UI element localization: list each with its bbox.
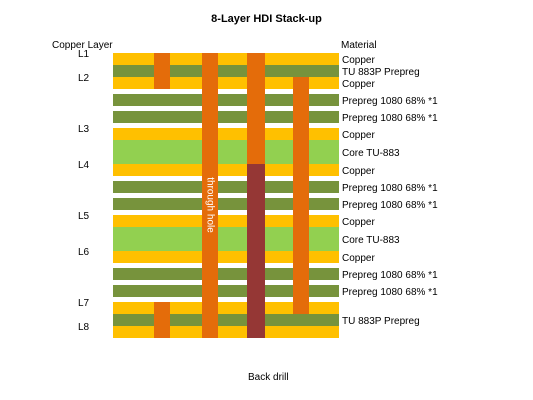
microvia-bottom bbox=[154, 302, 170, 338]
copper-layer-label: L3 bbox=[78, 124, 90, 135]
layer-prepreg-1080 bbox=[113, 111, 339, 123]
copper-layer-label: L8 bbox=[78, 322, 90, 333]
material-label: Copper bbox=[342, 217, 375, 228]
material-label: Prepreg 1080 68% *1 bbox=[342, 96, 438, 107]
layer-prepreg-tu bbox=[113, 65, 339, 77]
layer-copper bbox=[113, 164, 339, 176]
copper-layer-header: Copper Layer bbox=[52, 40, 113, 51]
backdrill-via-top bbox=[247, 53, 265, 164]
copper-layer-label: L6 bbox=[78, 247, 90, 258]
copper-layer-label: L7 bbox=[78, 298, 90, 309]
material-label: Prepreg 1080 68% *1 bbox=[342, 287, 438, 298]
copper-layer-label: L4 bbox=[78, 160, 90, 171]
material-label: Prepreg 1080 68% *1 bbox=[342, 270, 438, 281]
layer-prepreg-1080 bbox=[113, 285, 339, 297]
material-header: Material bbox=[341, 40, 377, 51]
layer-prepreg-1080 bbox=[113, 94, 339, 106]
through-hole-label: through hole bbox=[204, 177, 216, 233]
material-label: Copper bbox=[342, 55, 375, 66]
layer-copper bbox=[113, 215, 339, 227]
layer-copper bbox=[113, 251, 339, 263]
diagram-title: 8-Layer HDI Stack-up bbox=[211, 13, 322, 25]
layer-copper bbox=[113, 128, 339, 140]
layer-prepreg-1080 bbox=[113, 198, 339, 210]
copper-layer-label: L5 bbox=[78, 211, 90, 222]
backdrill bbox=[247, 164, 265, 338]
material-label: Core TU-883 bbox=[342, 148, 400, 159]
material-label: Prepreg 1080 68% *1 bbox=[342, 200, 438, 211]
material-label: Copper bbox=[342, 166, 375, 177]
layer-prepreg-1080 bbox=[113, 268, 339, 280]
material-label: TU 883P Prepreg bbox=[342, 67, 420, 78]
material-label: Prepreg 1080 68% *1 bbox=[342, 183, 438, 194]
material-label: Copper bbox=[342, 79, 375, 90]
layer-copper bbox=[113, 53, 339, 65]
layer-prepreg-1080 bbox=[113, 181, 339, 193]
layer-prepreg-tu bbox=[113, 314, 339, 326]
through-hole bbox=[202, 53, 218, 338]
back-drill-caption: Back drill bbox=[248, 372, 289, 383]
microvia-top bbox=[154, 53, 170, 89]
layer-copper bbox=[113, 326, 339, 338]
material-label: Core TU-883 bbox=[342, 235, 400, 246]
buried-via bbox=[293, 77, 309, 314]
material-label: TU 883P Prepreg bbox=[342, 316, 420, 327]
material-label: Copper bbox=[342, 253, 375, 264]
material-label: Prepreg 1080 68% *1 bbox=[342, 113, 438, 124]
material-label: Copper bbox=[342, 130, 375, 141]
copper-layer-label: L1 bbox=[78, 49, 90, 60]
copper-layer-label: L2 bbox=[78, 73, 90, 84]
